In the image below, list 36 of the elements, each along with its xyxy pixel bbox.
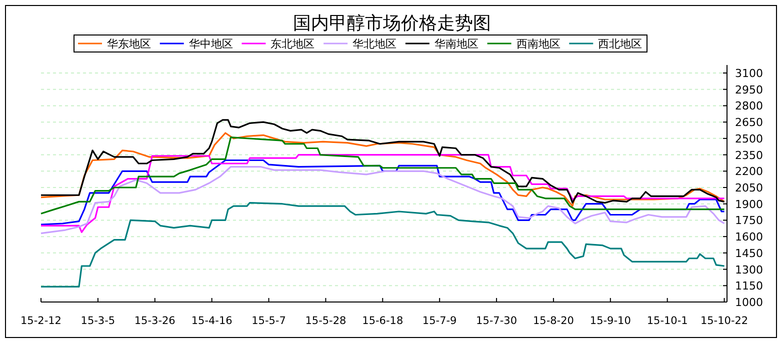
x-tick-label: 15-10-1: [646, 315, 688, 327]
y-tick-label: 2500: [735, 132, 763, 146]
legend-label: 华中地区: [188, 38, 233, 50]
x-tick-label: 15-8-20: [532, 315, 574, 327]
legend-label: 西南地区: [516, 38, 560, 50]
x-tick-label: 15-10-22: [700, 315, 748, 327]
y-tick-label: 1150: [735, 280, 763, 293]
x-tick-label: 15-3-5: [80, 315, 116, 327]
y-tick-label: 1300: [735, 263, 763, 276]
y-tick-label: 2800: [735, 100, 763, 113]
x-tick-label: 15-5-7: [252, 315, 286, 327]
y-tick-label: 2200: [735, 165, 763, 178]
x-tick-label: 15-7-30: [476, 315, 518, 327]
legend-label: 西北地区: [598, 38, 642, 50]
y-tick-label: 1450: [735, 246, 763, 260]
legend-label: 东北地区: [270, 38, 315, 50]
y-tick-label: 1000: [735, 296, 763, 309]
x-tick-label: 15-3-26: [134, 315, 176, 327]
x-tick-label: 15-7-9: [422, 315, 457, 327]
y-tick-label: 1600: [735, 230, 763, 244]
legend-label: 华北地区: [352, 38, 397, 50]
x-tick-label: 15-2-12: [20, 315, 62, 327]
y-tick-label: 1750: [735, 214, 763, 228]
y-tick-label: 2050: [735, 182, 763, 194]
y-tick-label: 2350: [735, 148, 763, 162]
x-tick-label: 15-4-16: [191, 315, 233, 327]
x-tick-label: 15-9-10: [590, 315, 631, 327]
x-tick-label: 15-5-28: [305, 315, 346, 327]
chart-title: 国内甲醇市场价格走势图: [293, 13, 491, 34]
y-tick-label: 2650: [735, 116, 763, 130]
y-tick-label: 3100: [735, 67, 763, 80]
y-tick-label: 2950: [735, 83, 763, 96]
y-tick-label: 1900: [735, 198, 763, 211]
legend-label: 华南地区: [434, 38, 478, 50]
legend-label: 华东地区: [107, 38, 151, 50]
x-tick-label: 15-6-18: [362, 315, 404, 327]
